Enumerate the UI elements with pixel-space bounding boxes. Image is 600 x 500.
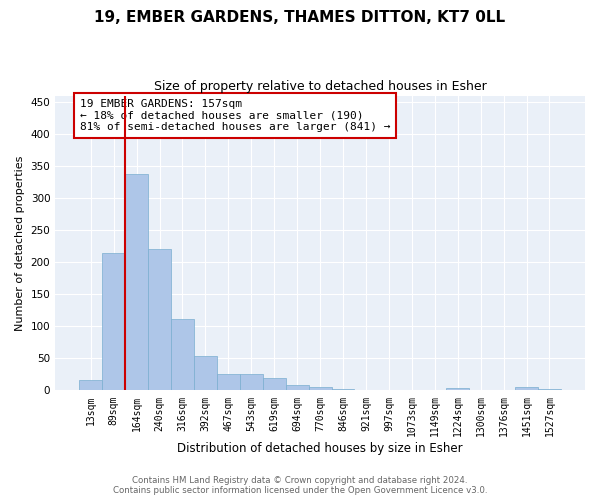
Bar [240, 374, 263, 390]
Bar [102, 252, 125, 390]
Bar [148, 250, 171, 390]
Title: Size of property relative to detached houses in Esher: Size of property relative to detached ho… [154, 80, 487, 93]
Text: 19, EMBER GARDENS, THAMES DITTON, KT7 0LL: 19, EMBER GARDENS, THAMES DITTON, KT7 0L… [94, 10, 506, 25]
Bar [125, 174, 148, 390]
Bar [171, 318, 194, 390]
X-axis label: Distribution of detached houses by size in Esher: Distribution of detached houses by size … [177, 442, 463, 455]
Bar [79, 380, 102, 390]
Bar [515, 388, 538, 390]
Bar [332, 388, 355, 390]
Y-axis label: Number of detached properties: Number of detached properties [15, 156, 25, 330]
Bar [538, 388, 561, 390]
Bar [263, 378, 286, 390]
Text: Contains HM Land Registry data © Crown copyright and database right 2024.
Contai: Contains HM Land Registry data © Crown c… [113, 476, 487, 495]
Bar [194, 356, 217, 390]
Bar [308, 386, 332, 390]
Text: 19 EMBER GARDENS: 157sqm
← 18% of detached houses are smaller (190)
81% of semi-: 19 EMBER GARDENS: 157sqm ← 18% of detach… [80, 99, 390, 132]
Bar [286, 384, 308, 390]
Bar [446, 388, 469, 390]
Bar [217, 374, 240, 390]
